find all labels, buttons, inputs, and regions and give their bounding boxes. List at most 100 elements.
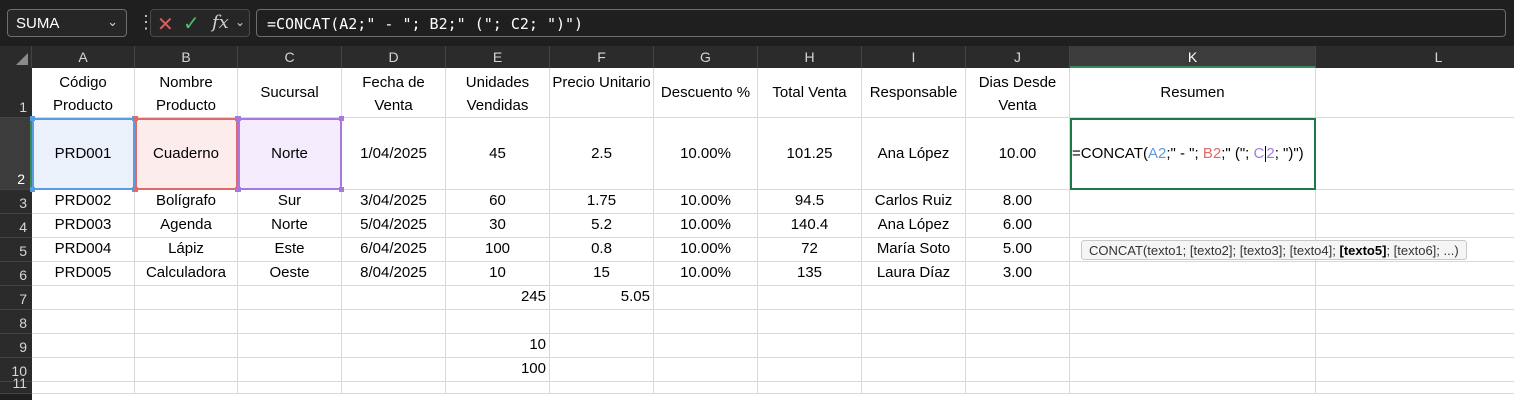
cell-j5[interactable]: 5.00 [966, 238, 1070, 262]
column-header-l[interactable]: L [1316, 46, 1514, 68]
header-cell-i[interactable]: Responsable [862, 68, 966, 118]
column-header-b[interactable]: B [135, 46, 238, 68]
cell-e7[interactable]: 245 [446, 286, 550, 310]
cell-h8[interactable] [758, 310, 862, 334]
cell-l8[interactable] [1316, 310, 1514, 334]
cell-j3[interactable]: 8.00 [966, 190, 1070, 214]
row-header-6[interactable]: 6 [0, 262, 32, 286]
cell-a8[interactable] [32, 310, 135, 334]
cell-g9[interactable] [654, 334, 758, 358]
resize-handle[interactable] [30, 187, 35, 192]
cell-k3[interactable] [1070, 190, 1316, 214]
header-cell-k[interactable]: Resumen [1070, 68, 1316, 118]
cell-i6[interactable]: Laura Díaz [862, 262, 966, 286]
cell-c11[interactable] [238, 382, 342, 394]
cell-a2[interactable]: PRD001 [32, 118, 135, 190]
cell-d9[interactable] [342, 334, 446, 358]
column-header-f[interactable]: F [550, 46, 654, 68]
cell-b10[interactable] [135, 358, 238, 382]
cell-d3[interactable]: 3/04/2025 [342, 190, 446, 214]
cell-d11[interactable] [342, 382, 446, 394]
header-cell-d[interactable]: Fecha de Venta [342, 68, 446, 118]
row-header-5[interactable]: 5 [0, 238, 32, 262]
cell-l11[interactable] [1316, 382, 1514, 394]
x-icon[interactable]: ✕ [157, 14, 174, 36]
cell-g4[interactable]: 10.00% [654, 214, 758, 238]
cell-f10[interactable] [550, 358, 654, 382]
cell-l10[interactable] [1316, 358, 1514, 382]
cell-b6[interactable]: Calculadora [135, 262, 238, 286]
cell-b2[interactable]: Cuaderno [135, 118, 238, 190]
check-icon[interactable]: ✓ [183, 13, 200, 35]
column-header-i[interactable]: I [862, 46, 966, 68]
cell-i8[interactable] [862, 310, 966, 334]
cell-j2[interactable]: 10.00 [966, 118, 1070, 190]
resize-handle[interactable] [339, 187, 344, 192]
column-header-h[interactable]: H [758, 46, 862, 68]
row-header-2[interactable]: 2 [0, 118, 32, 190]
cell-g10[interactable] [654, 358, 758, 382]
function-tooltip[interactable]: CONCAT(texto1; [texto2]; [texto3]; [text… [1081, 240, 1467, 260]
cell-e10[interactable]: 100 [446, 358, 550, 382]
cell-h11[interactable] [758, 382, 862, 394]
cell-d6[interactable]: 8/04/2025 [342, 262, 446, 286]
cell-j8[interactable] [966, 310, 1070, 334]
cell-h7[interactable] [758, 286, 862, 310]
chevron-down-icon[interactable]: ⌄ [235, 15, 246, 29]
cell-d5[interactable]: 6/04/2025 [342, 238, 446, 262]
chevron-down-icon[interactable]: ⌄ [107, 14, 118, 29]
cell-b7[interactable] [135, 286, 238, 310]
cell-a7[interactable] [32, 286, 135, 310]
cell-j9[interactable] [966, 334, 1070, 358]
column-header-a[interactable]: A [32, 46, 135, 68]
cell-g6[interactable]: 10.00% [654, 262, 758, 286]
cell-d2[interactable]: 1/04/2025 [342, 118, 446, 190]
cell-b3[interactable]: Bolígrafo [135, 190, 238, 214]
cell-l7[interactable] [1316, 286, 1514, 310]
formula-text[interactable]: =CONCAT(A2;" - "; B2;" ("; C2; ")") [267, 15, 584, 33]
row-header-9[interactable]: 9 [0, 334, 32, 358]
row-header-3[interactable]: 3 [0, 190, 32, 214]
cell-b5[interactable]: Lápiz [135, 238, 238, 262]
row-header-11[interactable]: 11 [0, 375, 32, 394]
column-header-c[interactable]: C [238, 46, 342, 68]
cell-f9[interactable] [550, 334, 654, 358]
cell-c3[interactable]: Sur [238, 190, 342, 214]
cell-c7[interactable] [238, 286, 342, 310]
cell-h6[interactable]: 135 [758, 262, 862, 286]
cell-e4[interactable]: 30 [446, 214, 550, 238]
cell-e5[interactable]: 100 [446, 238, 550, 262]
row-header-1[interactable]: 1 [0, 68, 32, 118]
cell-j6[interactable]: 3.00 [966, 262, 1070, 286]
cell-l6[interactable] [1316, 262, 1514, 286]
cell-f7[interactable]: 5.05 [550, 286, 654, 310]
cell-i5[interactable]: María Soto [862, 238, 966, 262]
cell-g3[interactable]: 10.00% [654, 190, 758, 214]
cell-d10[interactable] [342, 358, 446, 382]
column-header-d[interactable]: D [342, 46, 446, 68]
cell-f4[interactable]: 5.2 [550, 214, 654, 238]
cell-j10[interactable] [966, 358, 1070, 382]
cell-e8[interactable] [446, 310, 550, 334]
cell-c10[interactable] [238, 358, 342, 382]
column-header-k[interactable]: K [1070, 46, 1316, 68]
cell-l2[interactable] [1316, 118, 1514, 190]
cell-f2[interactable]: 2.5 [550, 118, 654, 190]
cell-g7[interactable] [654, 286, 758, 310]
row-header-8[interactable]: 8 [0, 310, 32, 334]
cell-a4[interactable]: PRD003 [32, 214, 135, 238]
cell-d4[interactable]: 5/04/2025 [342, 214, 446, 238]
cell-i7[interactable] [862, 286, 966, 310]
cell-f11[interactable] [550, 382, 654, 394]
cell-k4[interactable] [1070, 214, 1316, 238]
cell-k11[interactable] [1070, 382, 1316, 394]
cell-h10[interactable] [758, 358, 862, 382]
cell-k6[interactable] [1070, 262, 1316, 286]
cell-d8[interactable] [342, 310, 446, 334]
cell-c8[interactable] [238, 310, 342, 334]
header-cell-f[interactable]: Precio Unitario [550, 68, 654, 118]
header-cell-j[interactable]: Dias Desde Venta [966, 68, 1070, 118]
cell-h3[interactable]: 94.5 [758, 190, 862, 214]
column-header-j[interactable]: J [966, 46, 1070, 68]
cell-f6[interactable]: 15 [550, 262, 654, 286]
